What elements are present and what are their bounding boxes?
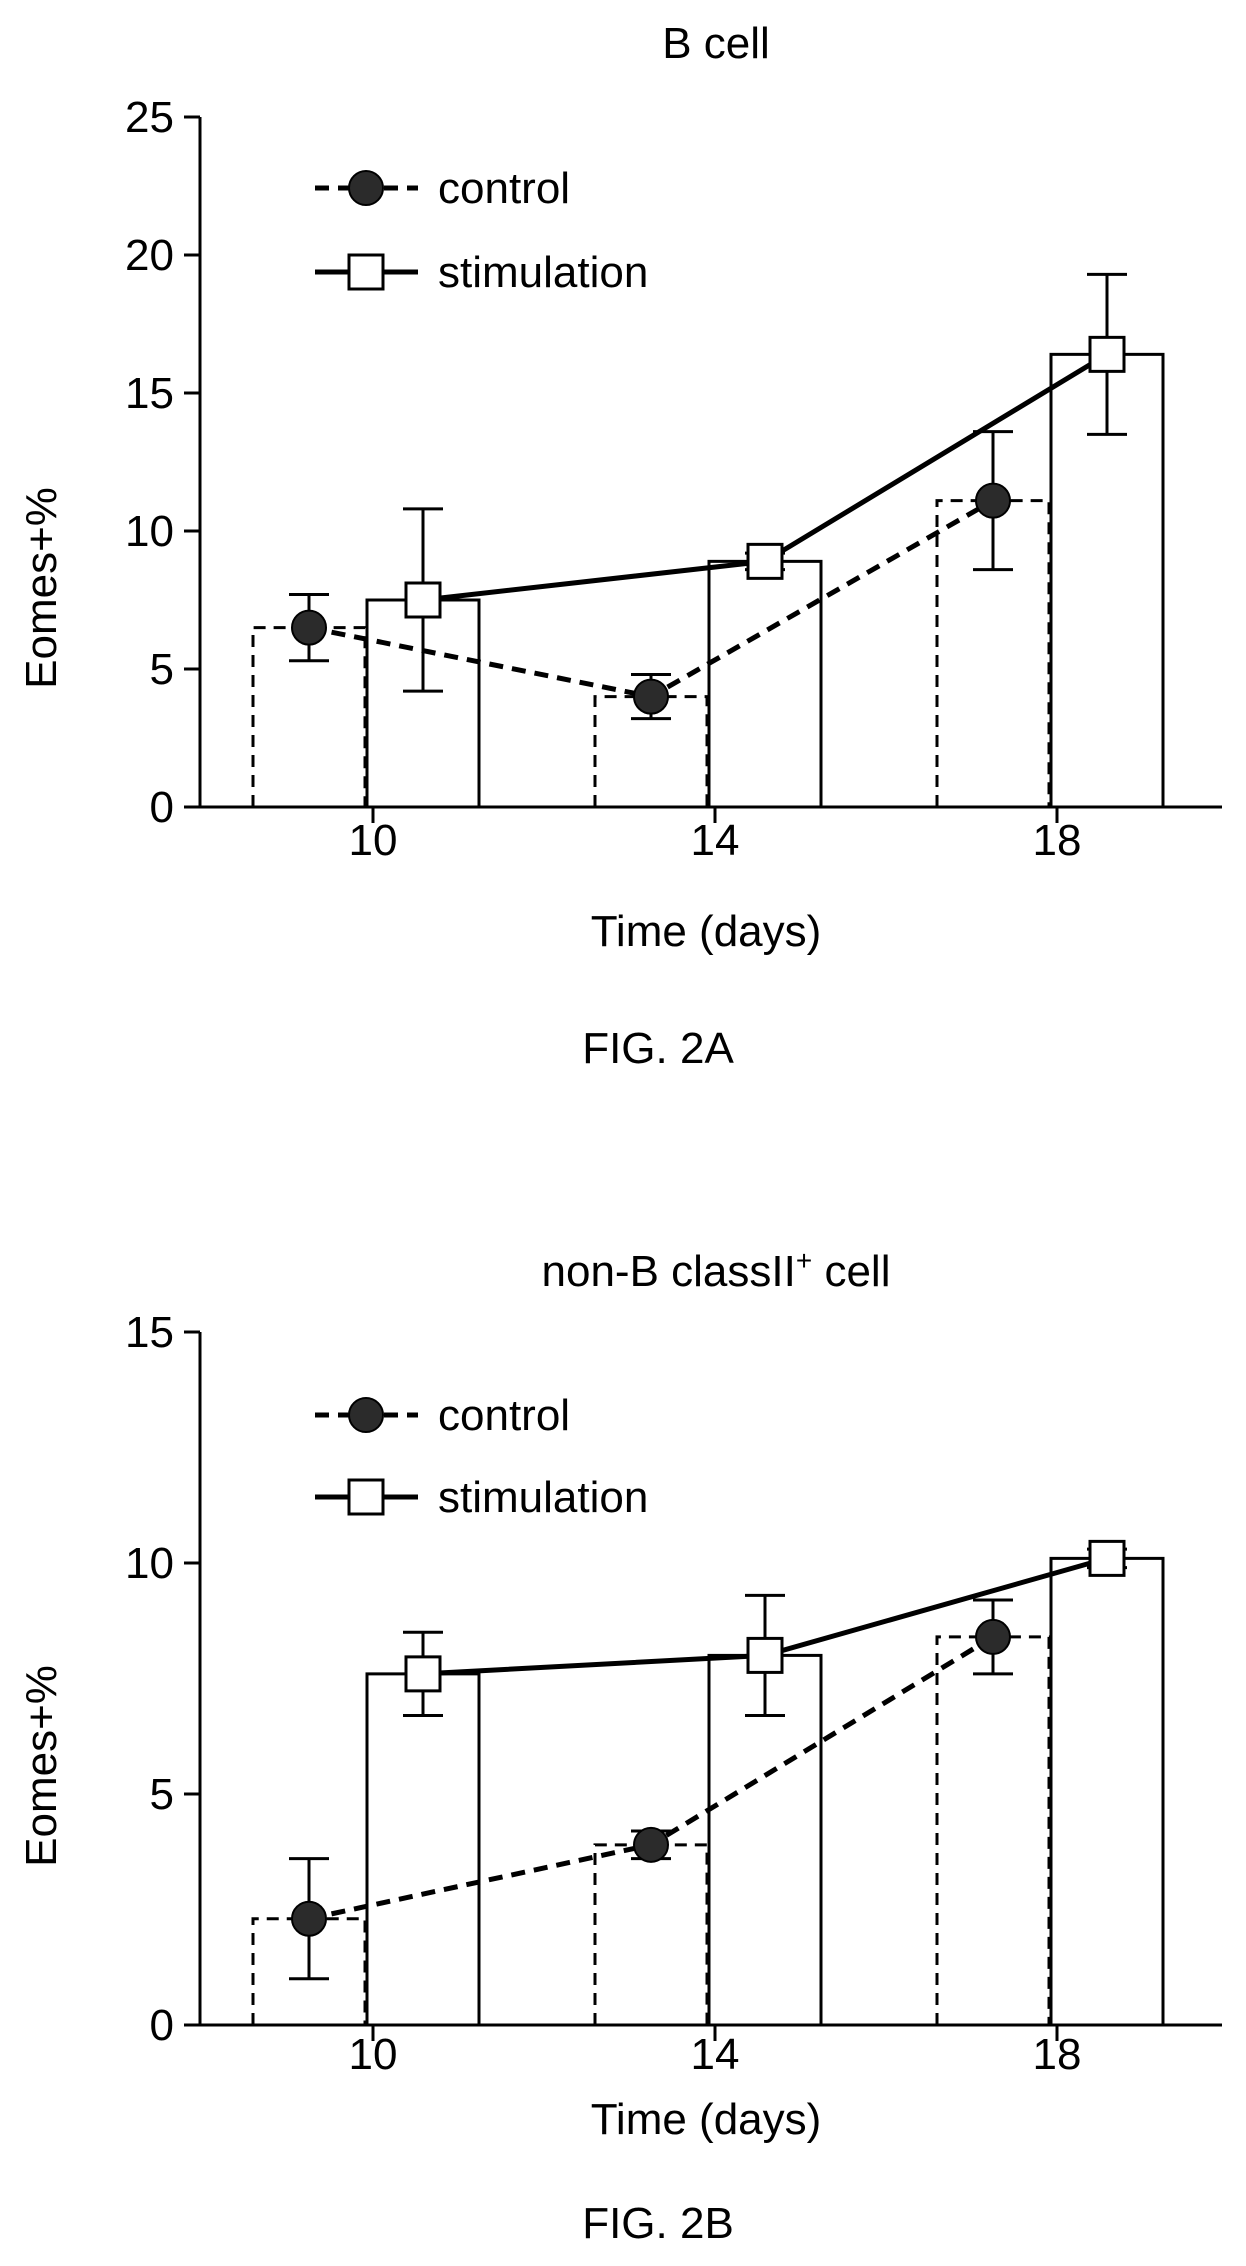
y-tick-label: 20: [125, 231, 174, 280]
x-tick-label: 10: [349, 816, 398, 865]
x-tick-label: 10: [349, 2030, 398, 2079]
chart-b-cell: B cell Eomes+% Time (days) FIG. 2A 0 5 10 1…: [17, 19, 1222, 1073]
legend-control-marker: [348, 1397, 384, 1433]
chart-non-b-classii-cell: non-B classII+ cell Eomes+% Time (days) …: [17, 1245, 1222, 2248]
bar-stimulation: [365, 1672, 481, 2027]
point-control: [633, 678, 669, 715]
point-stimulation: [746, 542, 784, 580]
legend-stimulation-label: stimulation: [438, 1473, 648, 1522]
y-axis-label: Eomes+%: [17, 487, 66, 689]
legend-stimulation-marker: [347, 1478, 385, 1516]
chart-title: B cell: [662, 19, 770, 68]
y-tick-label: 15: [125, 1308, 174, 1357]
x-tick-label: 18: [1033, 816, 1082, 865]
legend-control-label: control: [438, 1391, 570, 1440]
x-axis-label: Time (days): [591, 907, 822, 956]
y-tick-label: 10: [125, 1539, 174, 1588]
bar-control: [593, 1843, 709, 2025]
y-tick-label: 25: [125, 93, 174, 142]
figure-label: FIG. 2B: [582, 2199, 734, 2248]
y-tick-label: 15: [125, 369, 174, 418]
point-stimulation: [1088, 335, 1126, 373]
chart-title-main: non-B classII: [542, 1247, 796, 1296]
markers: [291, 1539, 1126, 1937]
y-tick-label: 0: [150, 2001, 174, 2050]
bar-control: [251, 626, 367, 807]
point-control: [975, 482, 1011, 519]
point-stimulation: [746, 1636, 784, 1674]
point-stimulation: [1088, 1539, 1126, 1577]
chart-title: non-B classII+ cell: [542, 1245, 891, 1296]
x-tick-label: 14: [691, 816, 740, 865]
x-tick-label: 14: [691, 2030, 740, 2079]
legend: control stimulation: [315, 1391, 648, 1522]
bar-stimulation: [707, 559, 823, 809]
point-control: [291, 1900, 327, 1937]
y-tick-label: 0: [150, 783, 174, 832]
axes: 0 5 10 15 20 25 10 14 18: [125, 93, 1222, 865]
axes: 0 5 10 15 10 14 18: [125, 1308, 1222, 2079]
legend-control-marker: [348, 170, 384, 206]
point-control: [975, 1618, 1011, 1655]
figure-label: FIG. 2A: [582, 1024, 734, 1073]
x-tick-label: 18: [1033, 2030, 1082, 2079]
bars: [251, 352, 1165, 809]
legend-control-label: control: [438, 164, 570, 213]
markers: [291, 335, 1126, 715]
x-axis-label: Time (days): [591, 2095, 822, 2144]
legend-stimulation-label: stimulation: [438, 248, 648, 297]
point-stimulation: [404, 581, 442, 619]
legend-stimulation-marker: [347, 253, 385, 291]
bar-control: [935, 1635, 1051, 2025]
y-tick-label: 5: [150, 1770, 174, 1819]
y-tick-label: 5: [150, 645, 174, 694]
y-tick-label: 10: [125, 507, 174, 556]
legend: control stimulation: [315, 164, 648, 297]
y-axis-label: Eomes+%: [17, 1665, 66, 1867]
point-control: [291, 609, 327, 646]
bar-stimulation: [1049, 1556, 1165, 2027]
chart-title-suffix: cell: [812, 1247, 890, 1296]
point-stimulation: [404, 1655, 442, 1693]
bars: [251, 1556, 1165, 2027]
point-control: [633, 1826, 669, 1863]
chart-title-superscript: +: [796, 1245, 812, 1276]
